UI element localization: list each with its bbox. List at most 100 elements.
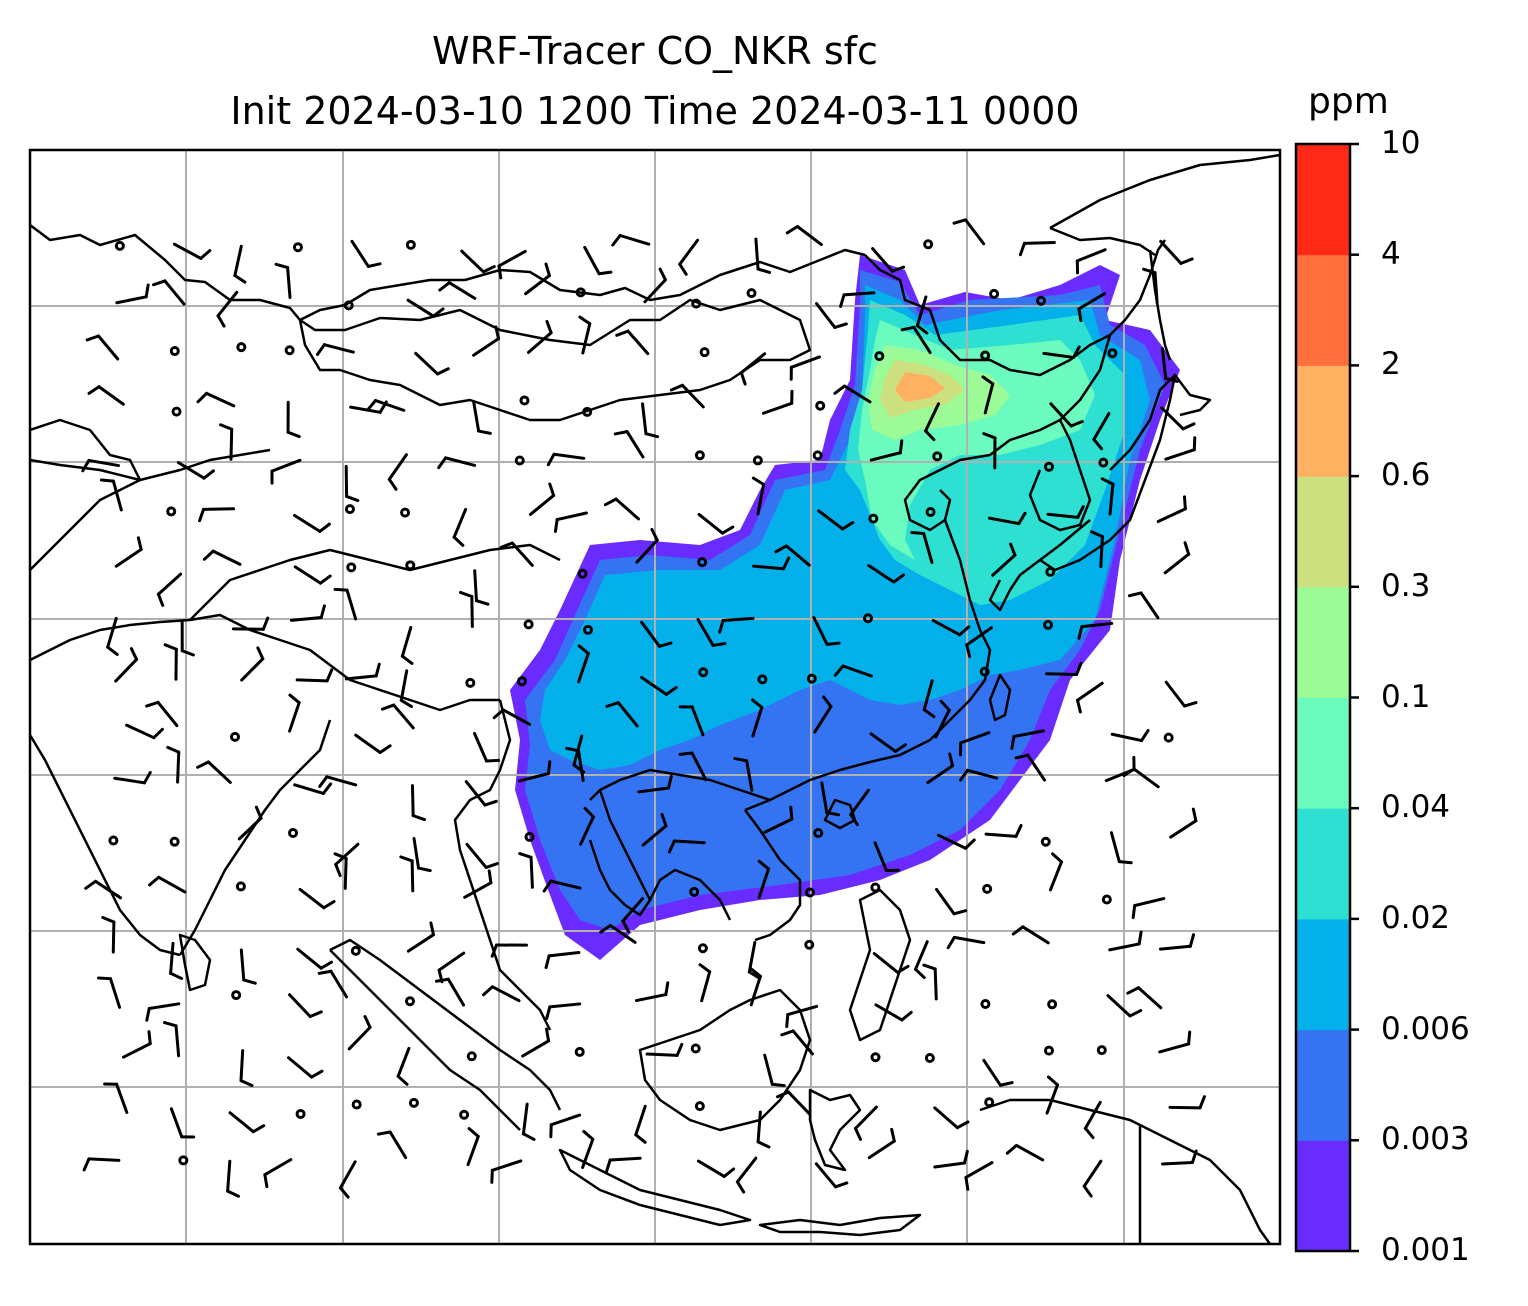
wind-barb bbox=[1005, 1143, 1045, 1162]
wind-barb bbox=[521, 1102, 536, 1141]
wind-barb bbox=[756, 1110, 771, 1149]
wind-barb bbox=[820, 781, 841, 817]
wind-barb bbox=[775, 1090, 811, 1116]
wind-barb bbox=[605, 701, 639, 728]
wind-barb bbox=[833, 384, 872, 404]
wind-barb bbox=[869, 732, 907, 753]
colorbar-tick-label: 2 bbox=[1381, 346, 1401, 383]
calm-wind-marker bbox=[574, 1046, 585, 1057]
wind-barb bbox=[85, 334, 120, 361]
wind-barb bbox=[354, 733, 392, 754]
wind-barb bbox=[318, 775, 358, 788]
wind-barb bbox=[946, 935, 986, 950]
wind-barb bbox=[991, 542, 1017, 577]
colorbar-segment bbox=[1296, 1140, 1350, 1252]
wind-barb bbox=[438, 281, 477, 300]
wind-barb bbox=[410, 784, 426, 822]
calm-wind-marker bbox=[288, 827, 299, 838]
wind-barb bbox=[298, 887, 336, 910]
wind-barb bbox=[615, 329, 650, 356]
wind-barb bbox=[414, 351, 450, 376]
coastlines bbox=[30, 153, 1280, 1244]
calm-wind-marker bbox=[169, 346, 180, 357]
wind-barb bbox=[749, 967, 762, 1007]
wind-barb bbox=[750, 698, 764, 738]
wind-barb bbox=[465, 842, 499, 869]
wind-barb bbox=[163, 643, 178, 681]
wind-barb bbox=[196, 391, 236, 408]
colorbar-segment bbox=[1296, 808, 1350, 920]
wind-barb bbox=[518, 852, 534, 889]
calm-wind-marker bbox=[1040, 836, 1051, 847]
wind-barb bbox=[1169, 807, 1198, 839]
coastline-sumatra bbox=[329, 949, 521, 1131]
calm-wind-marker bbox=[1163, 732, 1174, 743]
wind-barb bbox=[1104, 755, 1136, 783]
wind-barb bbox=[103, 1082, 129, 1114]
wind-barb bbox=[239, 1049, 254, 1087]
wind-barb bbox=[101, 915, 116, 954]
coastline-sulawesi bbox=[808, 1088, 862, 1172]
calm-wind-marker bbox=[697, 557, 708, 568]
wind-barb bbox=[565, 746, 585, 782]
wind-barb bbox=[926, 752, 955, 785]
wind-barb bbox=[376, 1130, 408, 1160]
coastline-lesser-sunda bbox=[758, 1213, 922, 1237]
border-myanmar bbox=[453, 699, 512, 881]
wind-barb bbox=[739, 352, 767, 386]
wind-barb bbox=[490, 1159, 523, 1184]
calm-wind-marker bbox=[524, 831, 535, 842]
wind-barb bbox=[437, 951, 466, 984]
calm-wind-marker bbox=[519, 395, 530, 406]
calm-wind-marker bbox=[405, 560, 416, 571]
wind-barb bbox=[1160, 406, 1196, 431]
border-kazakhstan bbox=[30, 448, 271, 482]
wind-barb bbox=[96, 976, 122, 1009]
calm-wind-marker bbox=[757, 674, 768, 685]
wind-barb bbox=[472, 399, 492, 435]
calm-wind-marker bbox=[982, 883, 993, 894]
wind-barb bbox=[1142, 267, 1159, 305]
wind-barb bbox=[696, 618, 727, 647]
calm-wind-marker bbox=[1096, 1045, 1107, 1056]
wind-barb bbox=[958, 731, 991, 757]
wind-barb bbox=[286, 400, 301, 439]
wind-barb bbox=[603, 497, 641, 521]
calm-wind-marker bbox=[815, 400, 826, 411]
wind-barb bbox=[180, 619, 195, 657]
wind-barb bbox=[399, 855, 415, 893]
wind-barb bbox=[900, 325, 932, 355]
calm-wind-marker bbox=[108, 835, 119, 846]
border-manchuria bbox=[864, 239, 1167, 377]
wind-barb bbox=[959, 768, 999, 782]
coastline-philippines bbox=[848, 888, 912, 1042]
wind-barb bbox=[621, 896, 645, 934]
wind-barb bbox=[1100, 477, 1115, 516]
wind-barb bbox=[1126, 986, 1163, 1010]
wind-barb bbox=[274, 262, 292, 300]
wind-barb bbox=[347, 1015, 372, 1051]
wind-barb bbox=[747, 941, 762, 980]
wind-barb bbox=[678, 238, 700, 276]
calm-wind-marker bbox=[292, 242, 303, 253]
wind-barb bbox=[640, 675, 678, 696]
calm-wind-marker bbox=[699, 347, 710, 358]
map-frame bbox=[28, 148, 1282, 1246]
coastline-hainan bbox=[823, 798, 857, 830]
wind-barb bbox=[288, 993, 323, 1018]
calm-wind-marker bbox=[1043, 461, 1054, 472]
wind-barb bbox=[113, 770, 152, 785]
calm-wind-marker bbox=[465, 677, 476, 688]
calm-wind-marker bbox=[806, 673, 817, 684]
wind-barb bbox=[148, 875, 187, 894]
wind-barb bbox=[933, 1106, 970, 1130]
wind-barb bbox=[751, 476, 766, 516]
wind-barb bbox=[643, 267, 667, 304]
calm-wind-marker bbox=[870, 1052, 881, 1063]
wind-barb bbox=[678, 705, 705, 737]
calm-wind-marker bbox=[169, 836, 180, 847]
wind-barb bbox=[528, 482, 556, 516]
colorbar-tick-label: 0.02 bbox=[1381, 899, 1451, 936]
wind-barb bbox=[752, 556, 791, 571]
